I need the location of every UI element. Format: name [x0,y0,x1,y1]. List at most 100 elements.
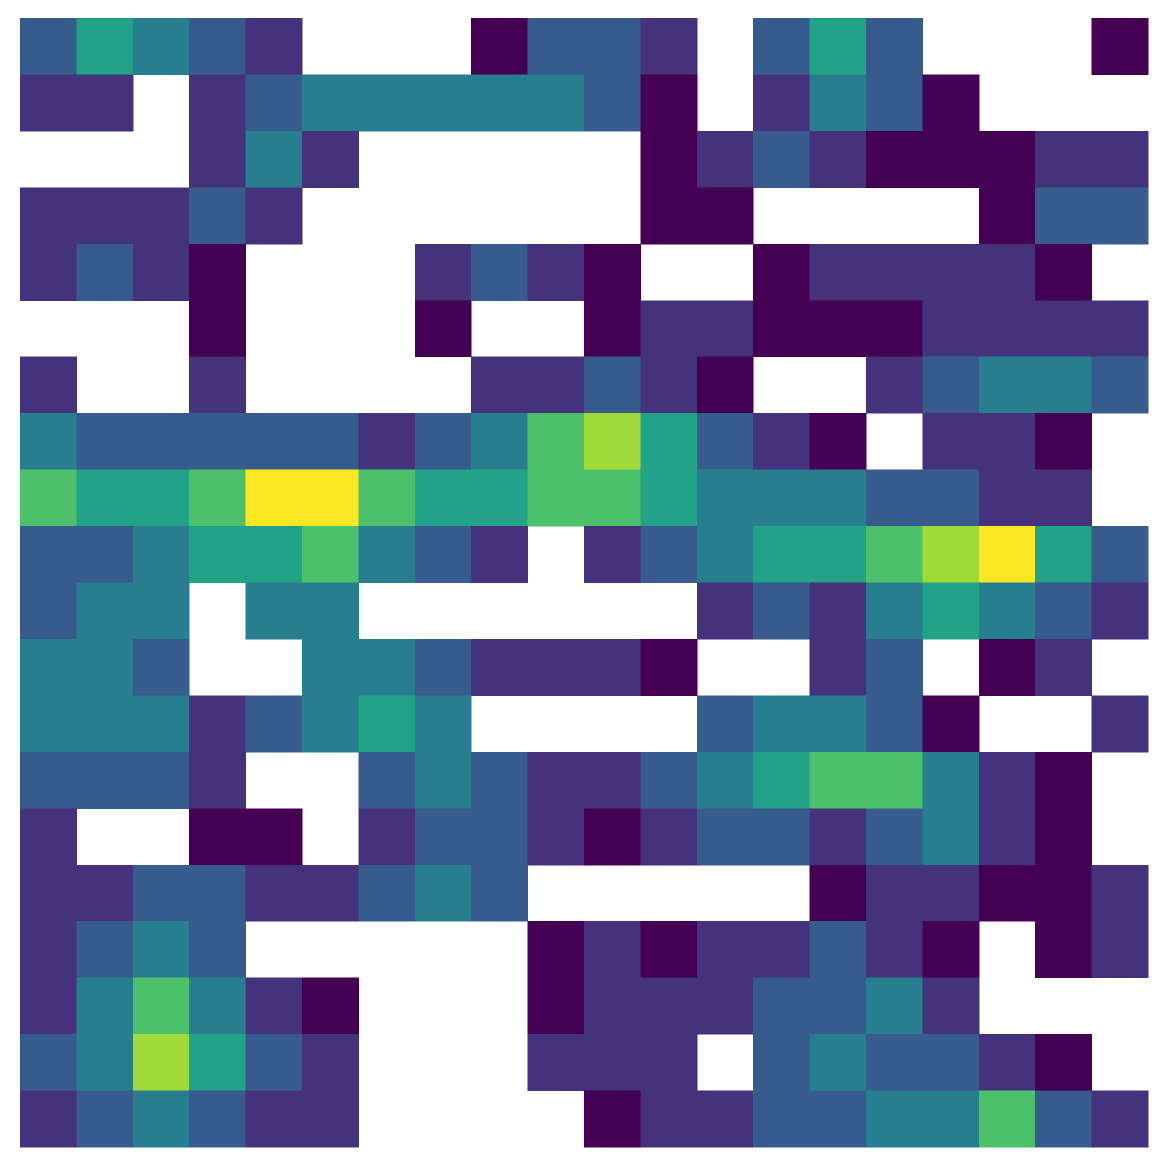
heatmap-cell [922,74,980,132]
heatmap-cell [20,356,77,414]
heatmap-cell [302,1034,359,1092]
heatmap-cell [584,808,641,866]
heatmap-cell [809,1034,867,1092]
heatmap-cell [1035,187,1093,245]
heatmap-cell [1035,864,1093,922]
heatmap-cell [76,74,134,132]
heatmap-cell [696,526,754,583]
heatmap-cell [866,977,923,1035]
heatmap-cell [527,921,585,979]
heatmap-cell [132,187,190,245]
heatmap-cell [866,695,923,753]
heatmap-cell [189,921,247,979]
heatmap-cell [866,243,923,301]
heatmap-cell [809,977,867,1035]
heatmap-cell [189,356,247,414]
heatmap-cell [809,582,867,640]
heatmap-cell [753,130,811,188]
heatmap-cell [245,864,303,922]
heatmap-cell [527,74,585,132]
heatmap-cell [809,300,867,358]
heatmap-cell [1035,582,1093,640]
heatmap-cell [1091,921,1149,979]
heatmap-cell [20,808,77,866]
heatmap-cell [753,751,811,809]
heatmap-cell [1091,864,1149,922]
heatmap-cell [753,808,811,866]
heatmap-cell [76,638,134,696]
heatmap-cell [76,864,134,922]
heatmap-cell [809,130,867,188]
heatmap-cell [527,808,585,866]
heatmap-cell [640,356,698,414]
heatmap-cell [302,864,359,922]
heatmap-cell [245,582,303,640]
heatmap-cell [753,695,811,753]
heatmap-cell [245,74,303,132]
heatmap-cell [527,638,585,696]
heatmap-cell [1035,526,1093,583]
heatmap-cell [696,356,754,414]
heatmap-cell [189,864,247,922]
heatmap-cell [245,187,303,245]
heatmap-cell [978,1090,1036,1148]
heatmap-cell [753,1090,811,1148]
heatmap-cell [245,526,303,583]
heatmap-cell [584,356,641,414]
heatmap-cell [1035,808,1093,866]
heatmap-cell [866,526,923,583]
heatmap-cell [809,526,867,583]
heatmap-cell [584,18,641,75]
heatmap-cell [1035,356,1093,414]
heatmap-cell [866,356,923,414]
heatmap-cell [922,526,980,583]
heatmap-cell [809,864,867,922]
heatmap-cell [696,130,754,188]
heatmap-cell [640,526,698,583]
heatmap-cell [414,74,472,132]
heatmap-cell [189,469,247,527]
heatmap-cell [809,18,867,75]
heatmap-cell [245,18,303,75]
heatmap-cell [584,469,641,527]
heatmap-cell [809,921,867,979]
heatmap-cell [527,413,585,471]
heatmap-cell [866,921,923,979]
heatmap-cell [978,582,1036,640]
heatmap-cell [922,356,980,414]
heatmap-cell [245,130,303,188]
heatmap-cell [753,74,811,132]
heatmap-cell [132,638,190,696]
heatmap-cell [640,1034,698,1092]
heatmap-cell [358,74,416,132]
heatmap-cell [696,751,754,809]
heatmap-cell [866,864,923,922]
heatmap-cell [76,582,134,640]
heatmap-cell [1035,1090,1093,1148]
heatmap-cell [809,1090,867,1148]
heatmap-cell [245,695,303,753]
heatmap-cell [753,1034,811,1092]
heatmap-cell [358,413,416,471]
heatmap-cell [471,356,529,414]
heatmap-cell [640,977,698,1035]
heatmap-cell [978,243,1036,301]
heatmap-cell [414,638,472,696]
heatmap-cell [584,1034,641,1092]
heatmap-cell [584,526,641,583]
heatmap-cell [696,582,754,640]
heatmap-cell [922,921,980,979]
heatmap-cell [809,751,867,809]
heatmap-cell [527,469,585,527]
heatmap-cell [132,243,190,301]
heatmap-cell [76,413,134,471]
heatmap-cell [302,977,359,1035]
heatmap-cell [471,469,529,527]
heatmap-cell [1091,695,1149,753]
heatmap-cell [1091,18,1149,75]
heatmap-cell [20,526,77,583]
heatmap-cell [753,413,811,471]
heatmap-cell [640,300,698,358]
heatmap-cell [866,130,923,188]
